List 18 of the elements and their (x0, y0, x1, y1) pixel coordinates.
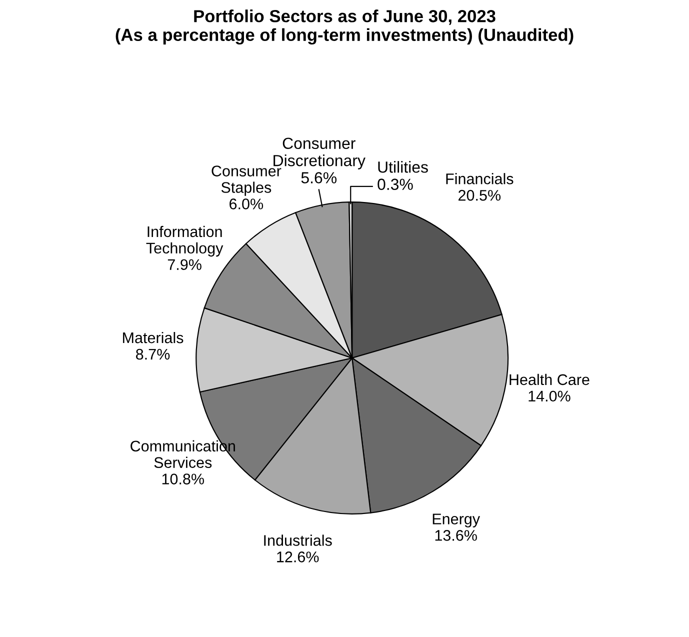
data-label: 8.7% (136, 348, 170, 360)
data-label: 5.6% (301, 172, 337, 184)
data-label: 6.0% (230, 198, 264, 210)
chart-title: Portfolio Sectors as of June 30, 2023 (As a percentage of long-term investments) (Unaudited) (116, 10, 574, 45)
slice-label: Utilities (378, 161, 428, 173)
data-label: 12.6% (277, 552, 319, 562)
slice-label: Materials (123, 332, 184, 344)
data-label: 10.8% (162, 474, 204, 484)
data-label: 20.5% (458, 190, 501, 201)
slice-label: Energy (432, 514, 480, 528)
slice-label: Industrials (264, 534, 332, 546)
slice-label: Health Care (510, 374, 590, 386)
slice-label: Financials (446, 173, 514, 184)
data-label: 13.6% (435, 530, 477, 541)
data-label: 0.3% (378, 178, 413, 190)
data-label: 7.9% (168, 259, 202, 270)
data-label: 14.0% (528, 390, 570, 402)
slice-label: Information Technology (146, 226, 224, 257)
